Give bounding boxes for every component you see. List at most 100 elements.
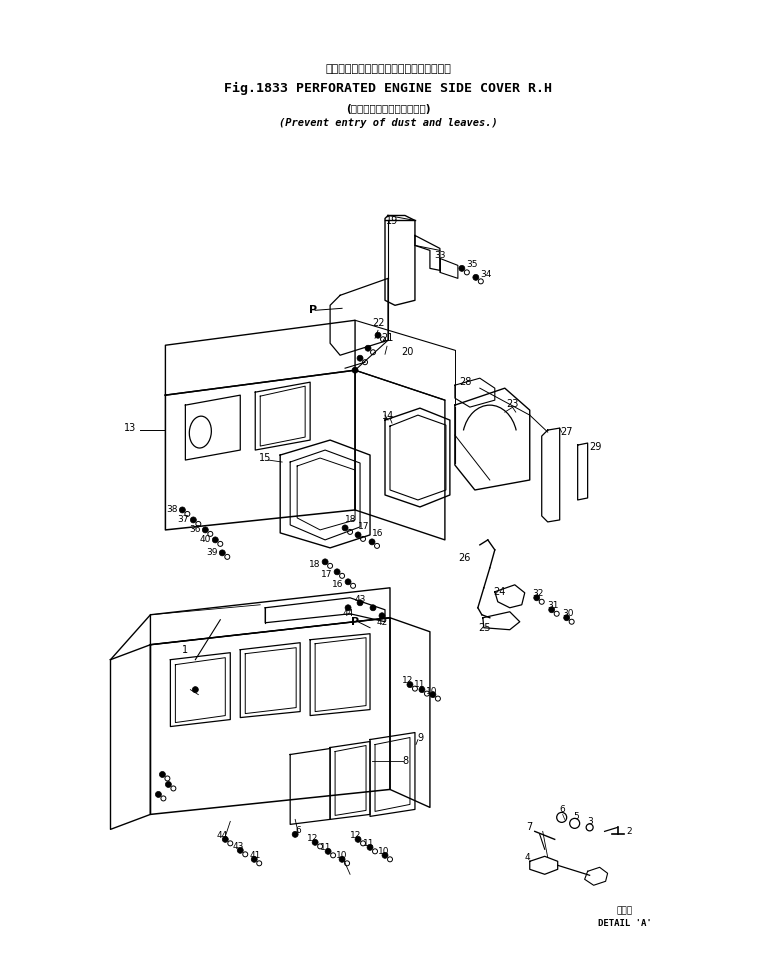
Circle shape bbox=[459, 265, 465, 272]
Text: 14: 14 bbox=[382, 412, 394, 421]
Text: 38: 38 bbox=[167, 505, 178, 515]
Text: DETAIL 'A': DETAIL 'A' bbox=[598, 919, 651, 927]
Ellipse shape bbox=[189, 416, 211, 448]
Text: 39: 39 bbox=[206, 548, 218, 557]
Circle shape bbox=[185, 511, 190, 517]
Circle shape bbox=[325, 848, 331, 855]
Text: 21: 21 bbox=[381, 333, 393, 344]
Circle shape bbox=[554, 612, 559, 616]
Text: 43: 43 bbox=[233, 842, 244, 851]
Circle shape bbox=[225, 554, 230, 559]
Circle shape bbox=[165, 782, 171, 788]
Text: 11: 11 bbox=[363, 839, 375, 848]
Circle shape bbox=[382, 853, 388, 858]
Circle shape bbox=[570, 818, 580, 829]
Circle shape bbox=[549, 607, 555, 612]
Text: 11: 11 bbox=[414, 680, 426, 689]
Text: 12: 12 bbox=[307, 834, 319, 843]
Circle shape bbox=[372, 849, 377, 854]
Circle shape bbox=[203, 527, 208, 533]
Circle shape bbox=[586, 824, 593, 831]
Circle shape bbox=[293, 832, 298, 837]
Text: 16: 16 bbox=[332, 580, 344, 590]
Circle shape bbox=[251, 857, 257, 862]
Circle shape bbox=[220, 550, 225, 556]
Circle shape bbox=[348, 529, 352, 534]
Circle shape bbox=[342, 525, 348, 531]
Text: 23: 23 bbox=[507, 399, 519, 410]
Text: P: P bbox=[309, 305, 317, 315]
Text: 26: 26 bbox=[459, 553, 471, 563]
Text: 24: 24 bbox=[494, 587, 506, 597]
Circle shape bbox=[352, 367, 358, 373]
Circle shape bbox=[379, 612, 385, 619]
Circle shape bbox=[355, 532, 361, 538]
Circle shape bbox=[570, 819, 579, 828]
Text: 1: 1 bbox=[182, 645, 189, 655]
Text: 32: 32 bbox=[532, 590, 543, 598]
Text: 2: 2 bbox=[627, 827, 632, 835]
Text: 34: 34 bbox=[480, 270, 491, 278]
Circle shape bbox=[539, 599, 544, 604]
Text: 43: 43 bbox=[355, 595, 365, 604]
Circle shape bbox=[365, 345, 371, 351]
Text: 10: 10 bbox=[426, 687, 438, 696]
Circle shape bbox=[237, 847, 243, 854]
Circle shape bbox=[563, 614, 570, 621]
Circle shape bbox=[192, 686, 199, 693]
Circle shape bbox=[322, 559, 328, 565]
Text: 8: 8 bbox=[402, 756, 408, 767]
Text: (ごみ、木の葉の進入防止用): (ごみ、木の葉の進入防止用) bbox=[346, 103, 430, 114]
Circle shape bbox=[222, 836, 228, 842]
Circle shape bbox=[355, 836, 361, 842]
Circle shape bbox=[345, 579, 351, 585]
Circle shape bbox=[317, 844, 323, 849]
Circle shape bbox=[424, 691, 429, 696]
Circle shape bbox=[340, 573, 345, 578]
Circle shape bbox=[361, 841, 365, 846]
Text: 10: 10 bbox=[378, 847, 390, 856]
Text: 28: 28 bbox=[459, 377, 472, 388]
Circle shape bbox=[370, 349, 376, 355]
Circle shape bbox=[190, 517, 196, 523]
Text: 18: 18 bbox=[345, 516, 357, 524]
Text: 35: 35 bbox=[466, 260, 477, 269]
Text: 17: 17 bbox=[359, 523, 370, 531]
Text: 19: 19 bbox=[386, 216, 398, 227]
Circle shape bbox=[556, 812, 566, 822]
Circle shape bbox=[208, 531, 213, 536]
Circle shape bbox=[213, 537, 218, 543]
Text: 30: 30 bbox=[562, 610, 573, 618]
Text: 40: 40 bbox=[199, 535, 211, 545]
Circle shape bbox=[380, 337, 386, 342]
Circle shape bbox=[218, 542, 223, 546]
Text: 12: 12 bbox=[402, 677, 414, 685]
Text: 詳　図: 詳 図 bbox=[616, 906, 632, 916]
Circle shape bbox=[334, 568, 340, 575]
Circle shape bbox=[165, 776, 170, 781]
Circle shape bbox=[419, 686, 425, 693]
Text: 41: 41 bbox=[250, 851, 261, 859]
Circle shape bbox=[351, 584, 355, 589]
Circle shape bbox=[407, 681, 413, 688]
Circle shape bbox=[155, 791, 161, 797]
Text: 12: 12 bbox=[351, 831, 362, 840]
Text: 20: 20 bbox=[400, 347, 413, 357]
Circle shape bbox=[430, 692, 436, 698]
Circle shape bbox=[243, 852, 248, 857]
Circle shape bbox=[357, 600, 363, 606]
Text: 36: 36 bbox=[189, 525, 201, 534]
Circle shape bbox=[413, 686, 417, 691]
Circle shape bbox=[257, 860, 262, 866]
Circle shape bbox=[312, 839, 318, 845]
Circle shape bbox=[345, 860, 349, 866]
Text: 31: 31 bbox=[547, 601, 559, 611]
Text: 27: 27 bbox=[560, 427, 573, 437]
Text: (Prevent entry of dust and leaves.): (Prevent entry of dust and leaves.) bbox=[279, 118, 497, 127]
Circle shape bbox=[367, 844, 373, 851]
Text: 29: 29 bbox=[590, 442, 602, 452]
Circle shape bbox=[473, 275, 479, 280]
Circle shape bbox=[362, 360, 368, 365]
Circle shape bbox=[387, 857, 393, 862]
Text: 37: 37 bbox=[178, 516, 189, 524]
